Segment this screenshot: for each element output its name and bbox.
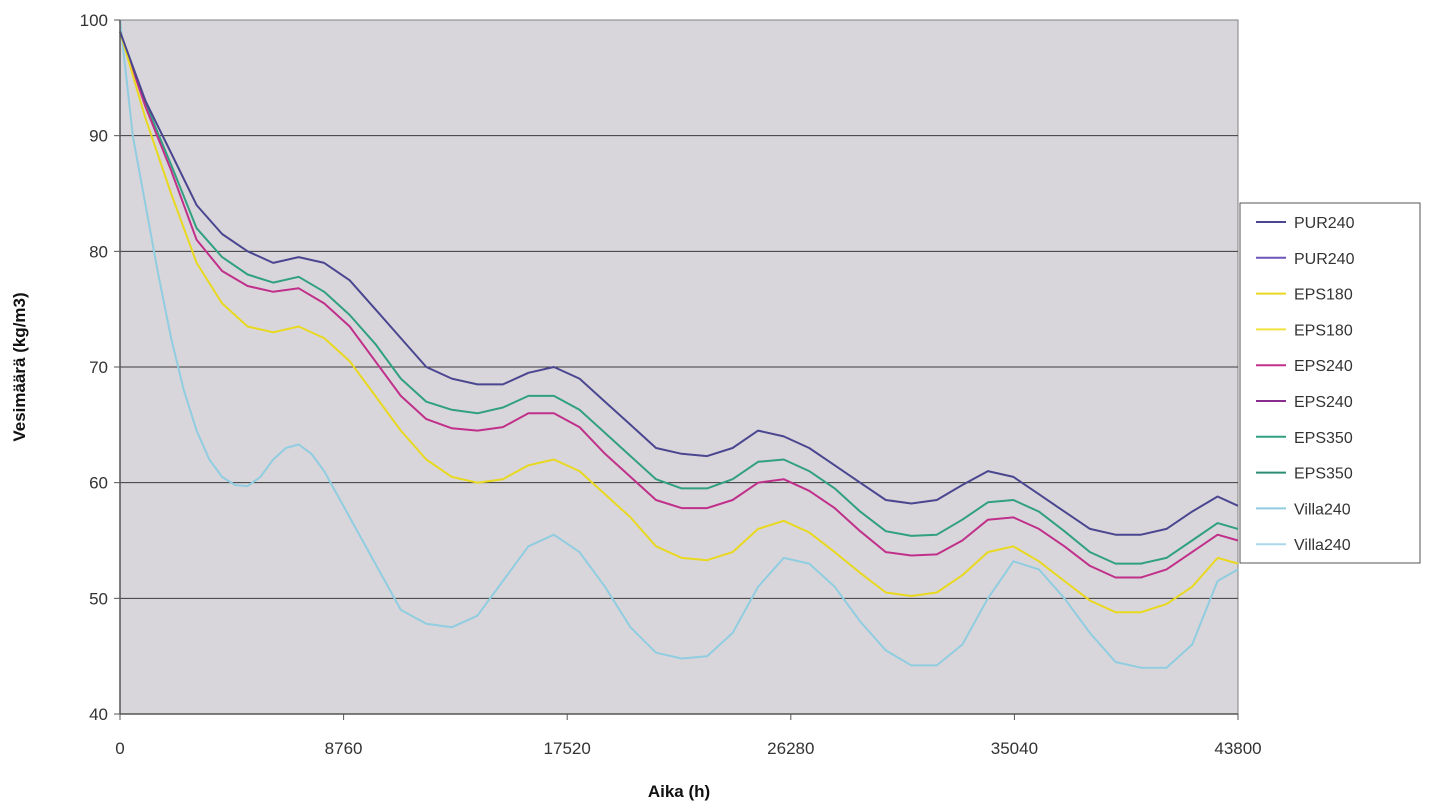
tick-labels: 40 50 60 70 80 90 100 0 8760 17520 26280 35040 43800 xyxy=(80,11,1262,758)
series-lines xyxy=(119,19,1239,669)
legend-label: EPS350 xyxy=(1294,466,1353,483)
legend-label: EPS180 xyxy=(1294,287,1353,304)
y-tick-label: 100 xyxy=(80,11,108,30)
y-tick-label: 80 xyxy=(89,242,108,261)
x-tick-label: 43800 xyxy=(1214,739,1261,758)
x-tick-label: 0 xyxy=(115,739,124,758)
x-axis-title: Aika (h) xyxy=(648,782,710,801)
legend-label: Villa240 xyxy=(1294,501,1351,518)
legend-label: PUR240 xyxy=(1294,251,1355,268)
legend-label: PUR240 xyxy=(1294,215,1355,232)
legend-label: EPS240 xyxy=(1294,394,1353,411)
x-tick-label: 26280 xyxy=(767,739,814,758)
legend: PUR240 PUR240 EPS180 EPS180 EPS240 EPS240 EPS3… xyxy=(1239,202,1421,564)
y-axis-title: Vesimäärä (kg/m3) xyxy=(10,292,29,441)
series-line-eps180 xyxy=(119,31,1239,614)
series-line-villa240 xyxy=(119,19,1239,669)
x-tick-label: 17520 xyxy=(544,739,591,758)
series-line-eps350 xyxy=(119,31,1239,565)
legend-label: EPS350 xyxy=(1294,430,1353,447)
legend-label: EPS240 xyxy=(1294,358,1353,375)
y-tick-label: 70 xyxy=(89,358,108,377)
legend-label: EPS180 xyxy=(1294,322,1353,339)
legend-label: Villa240 xyxy=(1294,537,1351,554)
series-line-pur240 xyxy=(119,31,1239,536)
y-tick-label: 60 xyxy=(89,474,108,493)
series-line-eps240 xyxy=(119,31,1239,579)
legend-box xyxy=(1239,202,1421,564)
x-tick-label: 8760 xyxy=(325,739,363,758)
y-tick-label: 40 xyxy=(89,705,108,724)
x-tick-label: 35040 xyxy=(991,739,1038,758)
y-tick-label: 90 xyxy=(89,127,108,146)
y-tick-label: 50 xyxy=(89,589,108,608)
grid-lines xyxy=(120,135,1238,599)
